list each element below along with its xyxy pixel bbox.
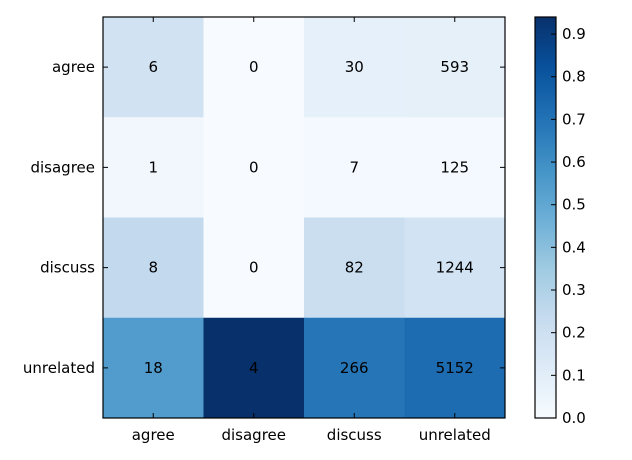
colorbar-tick-label: 0.4 [562, 238, 586, 256]
cell-value-label: 0 [249, 259, 259, 277]
heatmap-cell [203, 217, 305, 319]
cell-value-label: 5152 [436, 359, 474, 377]
col-label: unrelated [419, 426, 491, 444]
cell-value-label: 0 [249, 158, 259, 176]
colorbar-tick-label: 0.5 [562, 196, 586, 214]
heatmap-cell [203, 17, 305, 118]
cell-value-label: 6 [148, 58, 158, 76]
cell-value-label: 7 [349, 158, 359, 176]
col-axis: agree disagree discuss unrelated [132, 17, 491, 444]
cell-value-label: 30 [345, 58, 364, 76]
col-label: disagree [221, 426, 286, 444]
cell-value-label: 1244 [436, 259, 474, 277]
cell-value-label: 125 [440, 158, 469, 176]
cell-value-label: 266 [340, 359, 369, 377]
colorbar-tick-label: 0.3 [562, 281, 586, 299]
heatmap-cell [404, 117, 506, 218]
cell-value-label: 4 [249, 359, 259, 377]
cell-value-label: 593 [440, 58, 469, 76]
colorbar-tick-label: 0.8 [562, 68, 586, 86]
heatmap-cell [103, 17, 204, 118]
cell-value-label: 82 [345, 259, 364, 277]
colorbar [534, 16, 557, 419]
heatmap-cell [103, 117, 204, 218]
row-label: agree [52, 58, 95, 76]
colorbar-tick-label: 0.7 [562, 110, 586, 128]
row-label: disagree [30, 158, 95, 176]
heatmap-cell [103, 317, 204, 419]
colorbar-tick-label: 0.0 [562, 409, 586, 427]
heatmap-cell [304, 217, 405, 319]
heatmap-cell [304, 117, 405, 218]
heatmap-cell [203, 317, 305, 419]
row-label: discuss [40, 259, 95, 277]
cell-value-label: 8 [148, 259, 158, 277]
colorbar-tick-label: 0.9 [562, 25, 586, 43]
colorbar-tick-label: 0.6 [562, 153, 586, 171]
matrix-frame [102, 16, 506, 419]
heatmap-cells: 6 0 30 593 1 0 7 125 8 0 82 1244 18 4 266 5152 [103, 17, 506, 419]
heatmap-cell [304, 317, 405, 419]
row-label: unrelated [23, 359, 95, 377]
heatmap-cell [404, 217, 506, 319]
col-label: agree [132, 426, 175, 444]
heatmap-cell [103, 217, 204, 319]
heatmap-cell [404, 17, 506, 118]
colorbar-axis: 0.0 0.1 0.2 0.3 0.4 0.5 0.6 0.7 0.8 0.9 [551, 25, 586, 427]
cell-value-label: 18 [144, 359, 163, 377]
row-axis: agree disagree discuss unrelated [23, 58, 505, 377]
heatmap-cell [304, 17, 405, 118]
heatmap-cell [203, 117, 305, 218]
heatmap-cell [404, 317, 506, 419]
colorbar-tick-label: 0.2 [562, 324, 586, 342]
cell-value-label: 1 [148, 158, 158, 176]
col-label: discuss [327, 426, 382, 444]
cell-value-label: 0 [249, 58, 259, 76]
colorbar-tick-label: 0.1 [562, 366, 586, 384]
